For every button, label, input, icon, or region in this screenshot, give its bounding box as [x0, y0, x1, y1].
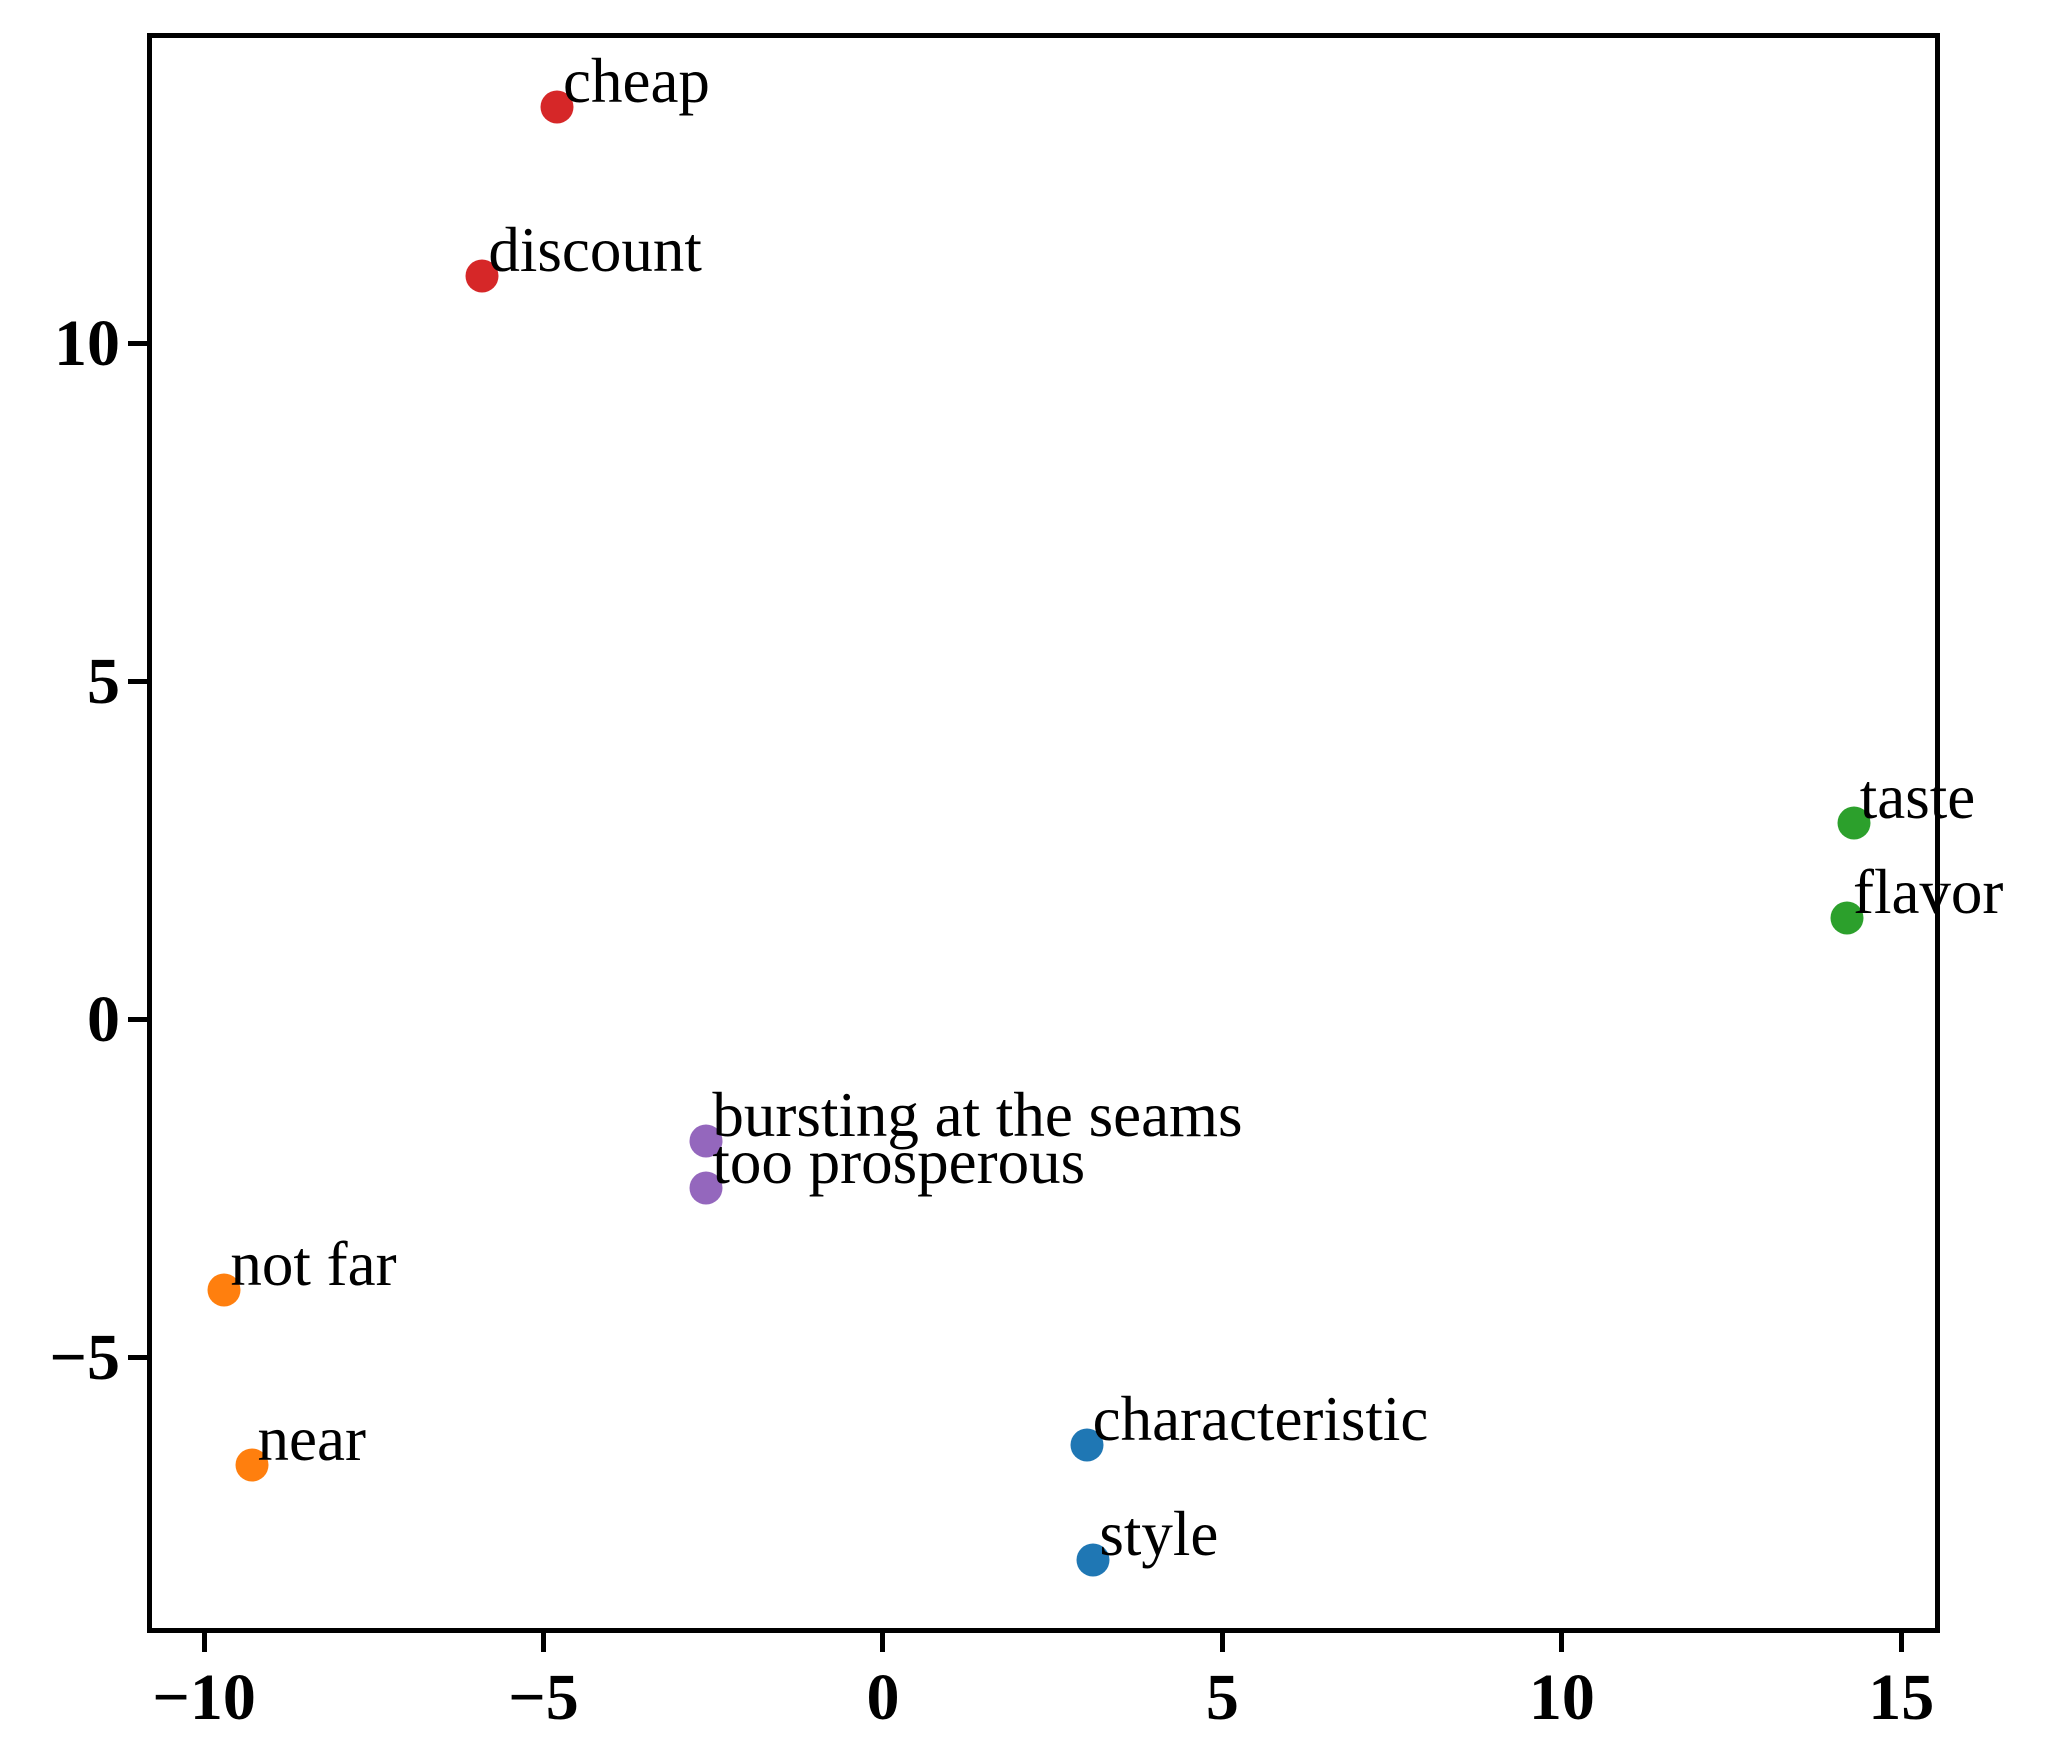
y-axis-tick — [128, 678, 149, 684]
data-point-label: taste — [1859, 762, 1976, 833]
x-axis-tick — [1219, 1631, 1225, 1652]
x-axis-tick — [880, 1631, 886, 1652]
data-point-label: flavor — [1852, 856, 2004, 927]
data-point-flavor — [1830, 901, 1864, 935]
data-point-cheap — [540, 90, 574, 124]
data-point-not-far — [207, 1273, 241, 1307]
x-axis-tick-label: 15 — [1868, 1661, 1935, 1734]
data-point-label: cheap — [563, 45, 710, 116]
y-axis-tick-label: 5 — [87, 645, 120, 719]
x-axis-tick — [201, 1631, 207, 1652]
data-point-label: discount — [488, 214, 702, 285]
data-point-style — [1076, 1543, 1110, 1577]
data-point-bursting-at-the-seams — [689, 1124, 723, 1158]
y-axis-tick — [128, 340, 149, 346]
x-axis-tick — [540, 1631, 546, 1652]
data-point-label: near — [257, 1404, 366, 1475]
data-point-label: characteristic — [1092, 1384, 1429, 1455]
data-point-characteristic — [1070, 1428, 1104, 1462]
plot-area — [147, 33, 1940, 1633]
y-axis-tick-label: −5 — [49, 1321, 120, 1395]
x-axis-tick — [1898, 1631, 1904, 1652]
x-axis-tick-label: 0 — [866, 1661, 900, 1734]
data-point-too-prosperous — [689, 1171, 723, 1205]
data-point-near — [235, 1448, 269, 1482]
y-axis-tick — [128, 1354, 149, 1360]
data-point-label: not far — [230, 1228, 397, 1299]
data-point-discount — [465, 259, 499, 293]
y-axis-tick-label: 10 — [54, 307, 120, 381]
x-axis-tick-label: 10 — [1528, 1661, 1595, 1734]
x-axis-tick-label: 5 — [1205, 1661, 1239, 1734]
x-axis-tick-label: −10 — [152, 1661, 256, 1734]
data-point-label: bursting at the seams — [712, 1079, 1243, 1150]
data-point-label: style — [1099, 1498, 1219, 1569]
x-axis-tick — [1559, 1631, 1565, 1652]
x-axis-tick-label: −5 — [508, 1661, 579, 1734]
data-point-taste — [1837, 806, 1871, 840]
data-point-label: too prosperous — [712, 1127, 1086, 1198]
y-axis-tick-label: 0 — [87, 983, 120, 1057]
y-axis-tick — [128, 1016, 149, 1022]
